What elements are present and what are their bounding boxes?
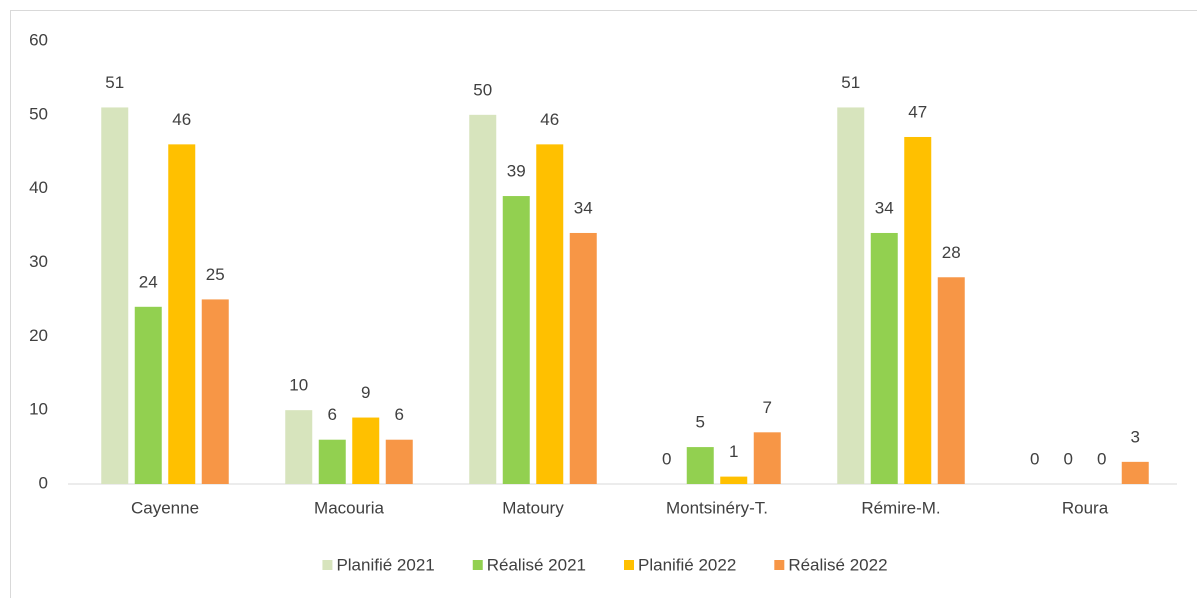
data-label: 10 [289, 376, 308, 395]
legend-label: Planifié 2022 [638, 555, 736, 574]
x-tick-label: Montsinéry-T. [666, 498, 768, 517]
x-tick-label: Macouria [314, 498, 384, 517]
x-tick-label: Cayenne [131, 498, 199, 517]
bar [385, 439, 413, 484]
legend-swatch [624, 560, 634, 570]
data-label: 3 [1131, 427, 1140, 446]
bar [904, 136, 932, 484]
data-label: 24 [139, 272, 158, 291]
data-label: 47 [908, 102, 927, 121]
data-label: 1 [729, 442, 738, 461]
data-label: 28 [942, 243, 961, 262]
bar [352, 417, 380, 484]
bar [569, 232, 597, 484]
legend-label: Réalisé 2022 [788, 555, 887, 574]
y-tick-label: 0 [39, 473, 48, 492]
data-label: 39 [507, 162, 526, 181]
bar [101, 107, 129, 484]
data-label: 51 [841, 73, 860, 92]
y-tick-label: 30 [29, 252, 48, 271]
data-label: 0 [1030, 449, 1039, 468]
data-label: 6 [395, 405, 404, 424]
data-label: 5 [696, 413, 705, 432]
bar [1121, 461, 1149, 484]
y-tick-label: 20 [29, 326, 48, 345]
data-label: 50 [473, 80, 492, 99]
y-tick-label: 10 [29, 400, 48, 419]
bar [937, 277, 965, 484]
bar [134, 306, 162, 484]
data-label: 46 [172, 110, 191, 129]
bar [870, 232, 898, 484]
bar [469, 114, 497, 484]
bar [285, 410, 313, 484]
legend-label: Planifié 2021 [336, 555, 434, 574]
legend-swatch [472, 560, 483, 570]
y-tick-label: 40 [29, 178, 48, 197]
data-label: 7 [763, 398, 772, 417]
data-label: 34 [875, 198, 894, 217]
data-label: 25 [206, 265, 225, 284]
x-tick-label: Matoury [502, 498, 564, 517]
chart-frame [10, 10, 1197, 598]
data-label: 46 [540, 110, 559, 129]
data-label: 34 [574, 198, 593, 217]
bar [502, 196, 530, 485]
data-label: 0 [1064, 449, 1073, 468]
bar [201, 299, 229, 484]
x-tick-label: Rémire-M. [861, 498, 940, 517]
bar [686, 447, 714, 484]
data-label: 9 [361, 383, 370, 402]
x-tick-label: Roura [1062, 498, 1109, 517]
bar [536, 144, 564, 484]
data-label: 0 [662, 449, 671, 468]
bar [753, 432, 781, 484]
bar [720, 476, 748, 484]
data-label: 51 [105, 73, 124, 92]
legend-swatch [774, 560, 785, 570]
bar [318, 439, 346, 484]
data-label: 0 [1097, 449, 1106, 468]
bar [168, 144, 196, 484]
legend-label: Réalisé 2021 [487, 555, 586, 574]
bar [837, 107, 865, 484]
y-tick-label: 60 [29, 30, 48, 49]
legend-swatch [322, 560, 333, 570]
data-label: 6 [328, 405, 337, 424]
y-tick-label: 50 [29, 104, 48, 123]
